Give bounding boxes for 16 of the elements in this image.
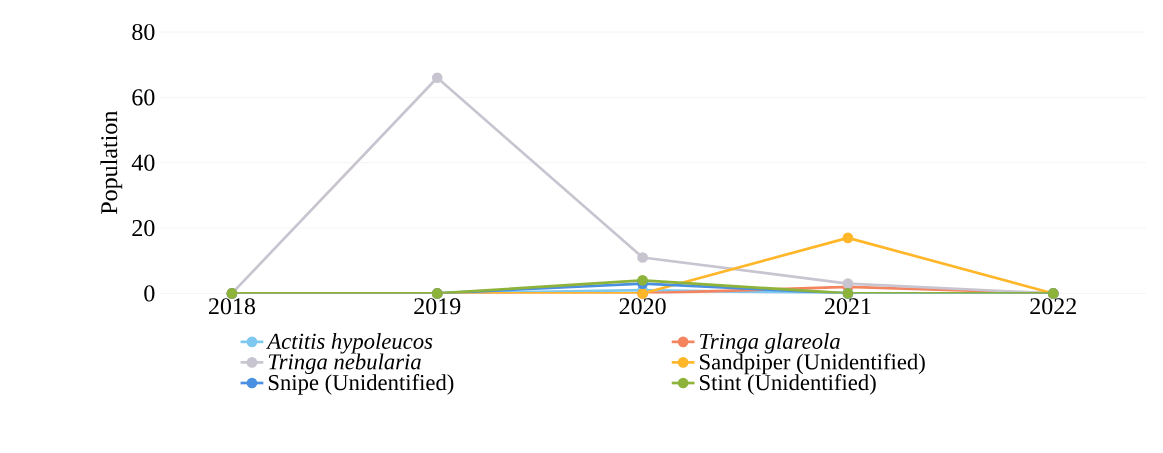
x-tick-label: 2019: [414, 297, 461, 315]
legend-label: Tringa glareola: [700, 332, 840, 354]
y-axis-title: Population: [100, 110, 123, 214]
x-tick-label: 2022: [1030, 297, 1076, 315]
legend-label: Tringa nebularia: [268, 353, 421, 374]
y-tick-label: 80: [132, 23, 155, 40]
legend-label: Sandpiper (Unidentified): [700, 353, 925, 374]
y-tick-label: 0: [144, 285, 155, 302]
legend-label: Actitis hypoleucos: [266, 332, 433, 354]
x-tick-label: 2021: [824, 297, 871, 315]
x-tick-label: 2020: [619, 297, 666, 315]
y-tick-label: 40: [131, 154, 155, 171]
legend-label: Snipe (Unidentified): [268, 373, 454, 395]
x-tick-label: 2018: [208, 297, 256, 315]
y-tick-label: 20: [132, 219, 155, 236]
y-tick-label: 60: [132, 89, 155, 106]
